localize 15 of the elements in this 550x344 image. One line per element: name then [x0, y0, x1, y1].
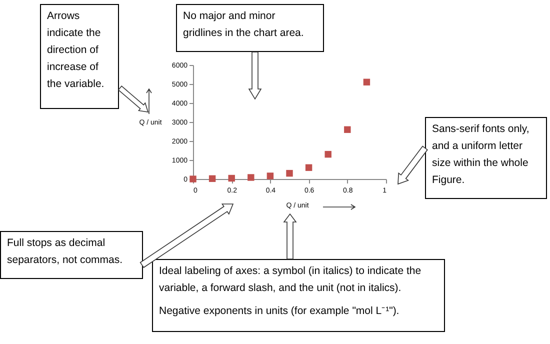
text: Full stops as decimal separators, not commas. [7, 236, 124, 268]
point [363, 78, 370, 86]
point [266, 172, 274, 180]
point [228, 174, 235, 182]
text: Ideal labeling of axes: a symbol (in italics) to indicate the variable, a forward slash, and the unit (not in italics). [159, 264, 422, 296]
point [286, 170, 293, 177]
text: Arrows indicate the direction of increase of the variable. [47, 9, 106, 92]
point [344, 126, 351, 133]
point [248, 174, 254, 181]
point [324, 150, 332, 158]
point [208, 175, 216, 182]
point [305, 164, 312, 171]
text: Negative exponents in units (for example "mol L⁻¹"). [159, 304, 400, 319]
text: Sans-serif fonts only, and a uniform letter size within the whole Figure. [432, 122, 530, 188]
text: No major and minor gridlines in the chart area. [183, 9, 305, 41]
